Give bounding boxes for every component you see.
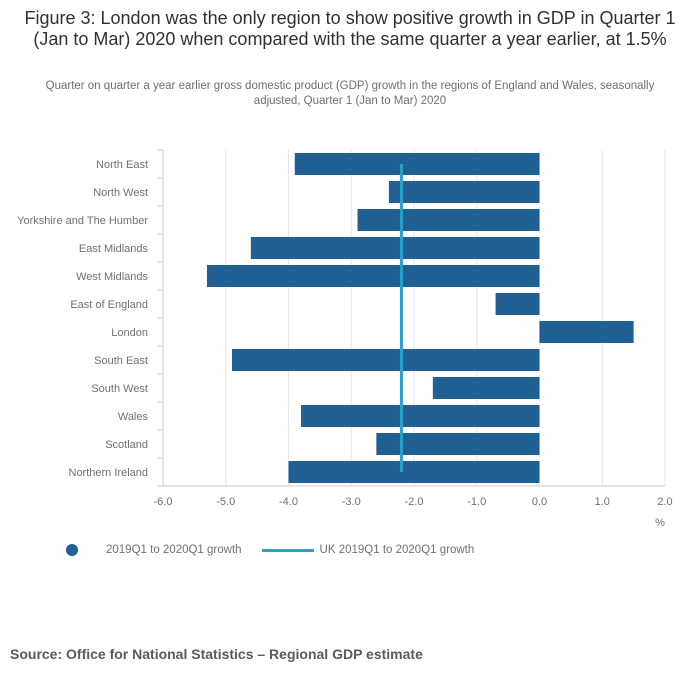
bar-london: [539, 321, 634, 343]
x-tick-label: -3.0: [342, 496, 361, 508]
y-tick-label: North West: [93, 187, 148, 199]
x-tick-label: 2.0: [657, 496, 672, 508]
y-tick-label: London: [111, 327, 148, 339]
x-tick-label: -1.0: [467, 496, 486, 508]
y-tick-label: South West: [91, 383, 148, 395]
x-tick-label: 0.0: [532, 496, 547, 508]
y-tick-label: Wales: [118, 411, 149, 423]
y-tick-label: East of England: [70, 299, 148, 311]
legend-series-label: 2019Q1 to 2020Q1 growth: [106, 544, 242, 556]
bar-wales: [301, 405, 540, 427]
x-tick-label: 1.0: [595, 496, 610, 508]
x-tick-label: -2.0: [405, 496, 424, 508]
legend: 2019Q1 to 2020Q1 growth UK 2019Q1 to 202…: [66, 541, 474, 559]
legend-uk-line-marker: [261, 548, 314, 552]
x-tick-label: -5.0: [216, 496, 235, 508]
bar-north-west: [388, 181, 540, 203]
bar-south-west: [432, 377, 540, 399]
x-tick-label: -4.0: [279, 496, 298, 508]
chart-subtitle: Quarter on quarter a year earlier gross …: [45, 80, 655, 107]
y-tick-label: West Midlands: [76, 271, 148, 283]
source-note: Source: Office for National Statistics –…: [10, 646, 423, 662]
y-tick-label: South East: [94, 355, 148, 367]
bar-chart: North East North West Yorkshire and The Hu…: [17, 149, 673, 529]
y-tick-label: East Midlands: [79, 243, 149, 255]
y-tick-label: Northern Ireland: [69, 467, 149, 479]
bar-scotland: [376, 433, 540, 455]
x-tick-label: -6.0: [154, 496, 173, 508]
bar-north-east: [294, 153, 540, 175]
y-tick-label: Yorkshire and The Humber: [17, 215, 148, 227]
bar-west-midlands: [206, 265, 540, 287]
bar-south-east: [232, 349, 540, 371]
bar-east-of-england: [495, 293, 540, 315]
y-tick-label: Scotland: [105, 439, 148, 451]
bar-east-midlands: [250, 237, 540, 259]
bar-northern-ireland: [288, 461, 540, 483]
x-axis-label: %: [655, 517, 665, 529]
legend-series-marker: [66, 544, 78, 556]
bar-yorkshire-and-the-humber: [357, 209, 540, 231]
legend-uk-line-label: UK 2019Q1 to 2020Q1 growth: [319, 544, 475, 556]
y-tick-label: North East: [96, 159, 148, 171]
chart-title: Figure 3: London was the only region to …: [24, 8, 676, 49]
